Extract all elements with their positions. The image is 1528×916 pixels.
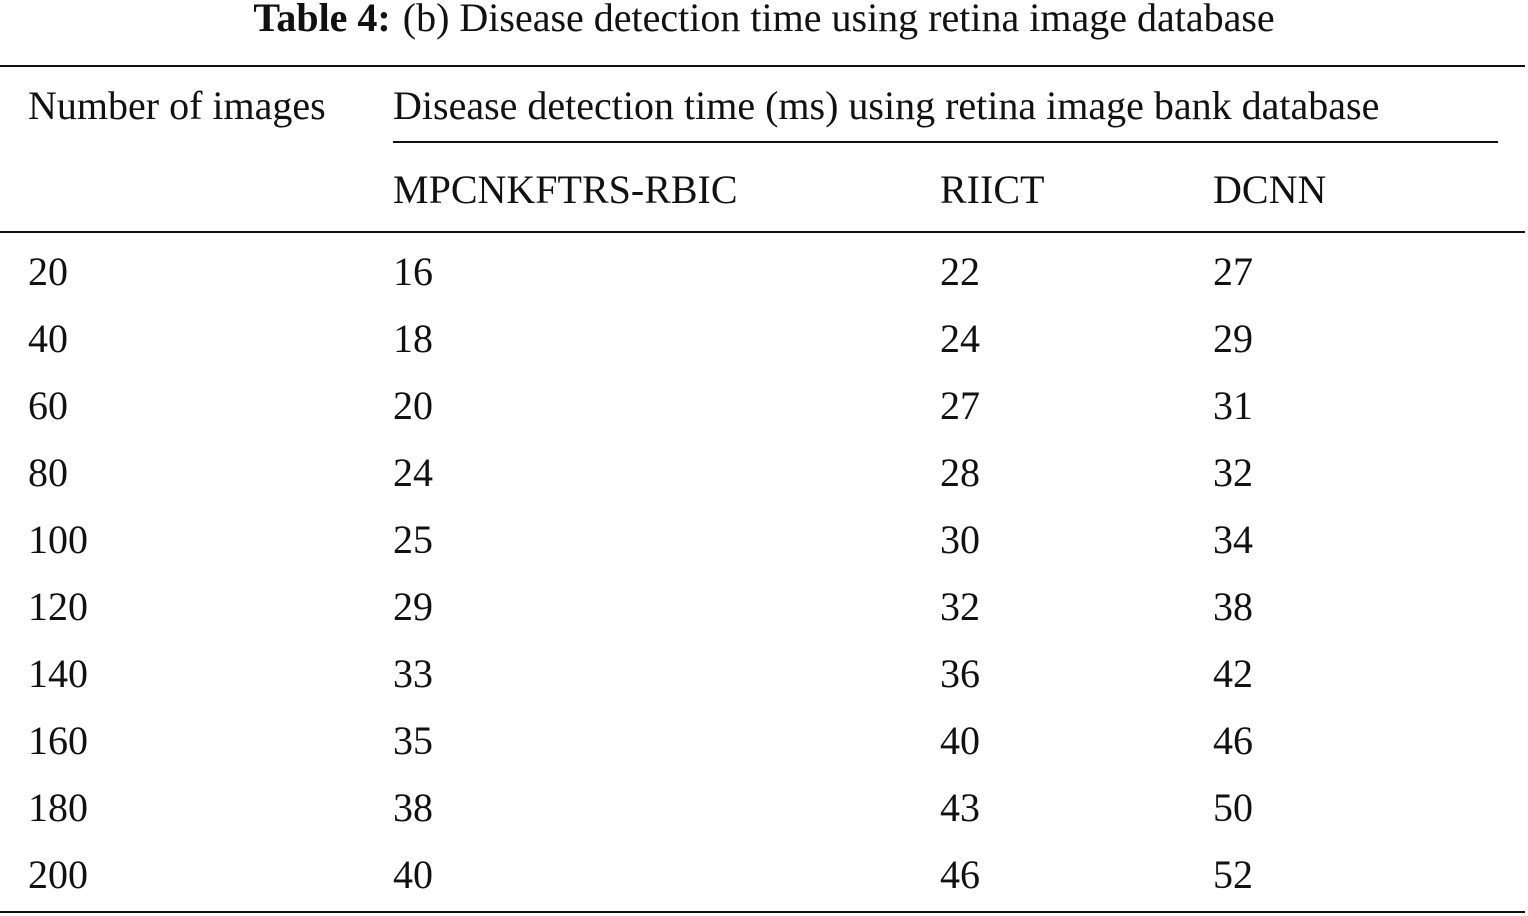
column-header: RIICT	[940, 167, 1045, 212]
bottom-rule	[0, 911, 1525, 913]
table-cell: 80	[28, 450, 68, 495]
table-cell: 38	[393, 785, 433, 830]
table-cell: 24	[393, 450, 433, 495]
table-cell: 27	[1213, 249, 1253, 294]
mid-rule	[0, 231, 1525, 233]
column-header: DCNN	[1213, 167, 1327, 212]
table-cell: 60	[28, 383, 68, 428]
table-cell: 120	[28, 584, 88, 629]
column-header: MPCNKFTRS-RBIC	[393, 167, 738, 212]
table-cell: 18	[393, 316, 433, 361]
table-cell: 36	[940, 651, 980, 696]
table-cell: 16	[393, 249, 433, 294]
caption-label: Table 4:	[253, 0, 391, 40]
group-rule	[393, 141, 1498, 143]
table-cell: 180	[28, 785, 88, 830]
table-cell: 46	[1213, 718, 1253, 763]
table-cell: 29	[393, 584, 433, 629]
table-cell: 52	[1213, 852, 1253, 897]
table-cell: 40	[28, 316, 68, 361]
table-cell: 33	[393, 651, 433, 696]
header-cell: Number of images	[28, 83, 326, 128]
caption: Table 4: (b) Disease detection time using…	[0, 0, 1528, 40]
table-cell: 24	[940, 316, 980, 361]
table-cell: 20	[28, 249, 68, 294]
table-cell: 22	[940, 249, 980, 294]
table-cell: 100	[28, 517, 88, 562]
table-cell: 46	[940, 852, 980, 897]
group-header: Disease detection time (ms) using retina…	[393, 83, 1380, 128]
table-cell: 29	[1213, 316, 1253, 361]
table-cell: 32	[940, 584, 980, 629]
table-cell: 20	[393, 383, 433, 428]
table-cell: 160	[28, 718, 88, 763]
table-cell: 42	[1213, 651, 1253, 696]
table-cell: 35	[393, 718, 433, 763]
table-cell: 28	[940, 450, 980, 495]
table-cell: 43	[940, 785, 980, 830]
table-cell: 34	[1213, 517, 1253, 562]
table-cell: 40	[940, 718, 980, 763]
table-cell: 31	[1213, 383, 1253, 428]
table-cell: 32	[1213, 450, 1253, 495]
table-cell: 40	[393, 852, 433, 897]
table-cell: 38	[1213, 584, 1253, 629]
table-cell: 30	[940, 517, 980, 562]
top-rule	[0, 65, 1525, 67]
table-cell: 27	[940, 383, 980, 428]
table-cell: 200	[28, 852, 88, 897]
table-cell: 50	[1213, 785, 1253, 830]
caption-text: (b) Disease detection time using retina …	[402, 0, 1275, 40]
table-cell: 25	[393, 517, 433, 562]
table-cell: 140	[28, 651, 88, 696]
